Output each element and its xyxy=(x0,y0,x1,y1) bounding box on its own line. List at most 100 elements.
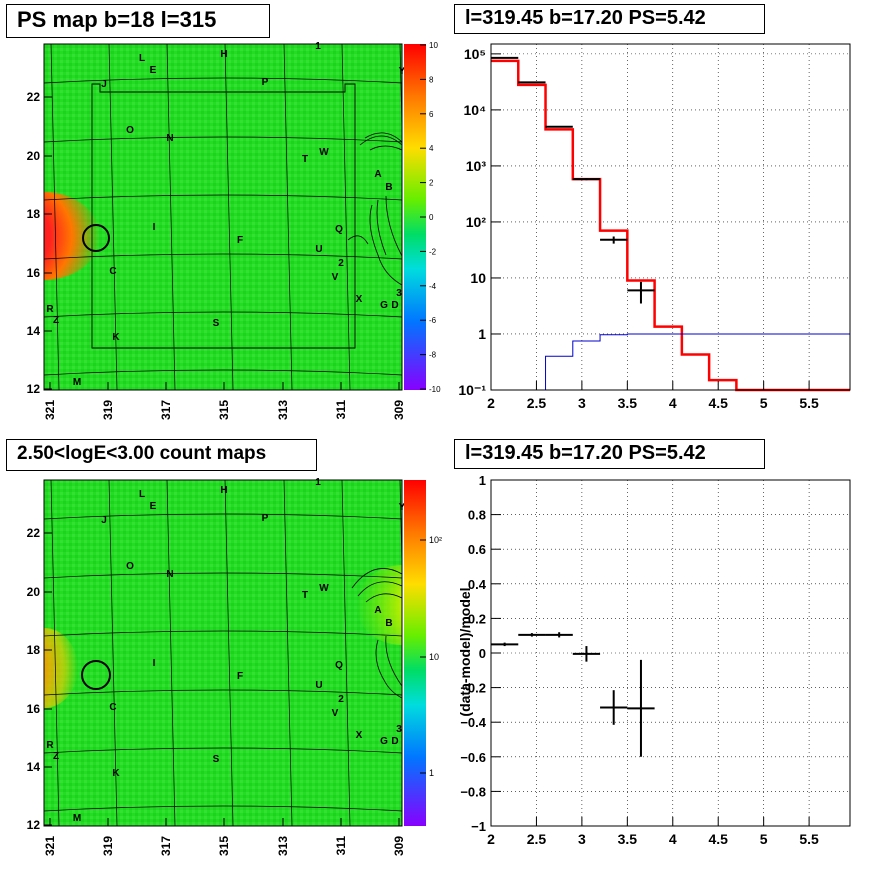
residual-grid xyxy=(491,480,850,826)
y-tick-label: 22 xyxy=(27,90,41,104)
source-label: F xyxy=(237,671,243,682)
longitude-line xyxy=(341,480,351,826)
x-tick-label: 2.5 xyxy=(527,831,547,847)
x-tick-label: 4 xyxy=(669,395,677,411)
residual-panel: 2 2.5 3 3.5 4 4.5 5 5.5 −1 −0.8 −0.6 −0.4 −0.2 0 0.2 0.… xyxy=(457,473,851,847)
source-label: A xyxy=(374,605,381,616)
longitude-line xyxy=(108,44,118,390)
source-label: W xyxy=(319,583,329,594)
source-label: A xyxy=(374,169,381,180)
longitude-line xyxy=(283,480,293,826)
source-label: L xyxy=(139,53,145,64)
ps-map-axes: 12 14 16 18 20 22 321 319 317 315 313 311 309 xyxy=(27,90,406,420)
source-label: R xyxy=(46,304,54,315)
source-label: C xyxy=(109,266,116,277)
source-label: X xyxy=(356,730,363,741)
count-map-panel: LE H 1 J P Y O N TW AB I F Q U 2 C V X 3G D RZ S K M 12 14 16 18 20… xyxy=(27,477,442,856)
source-label: 2 xyxy=(338,694,344,705)
y-tick-label: −0.2 xyxy=(460,681,486,696)
y-tick-label: 16 xyxy=(27,266,41,280)
colorbar-tick-label: 10² xyxy=(429,535,442,545)
latitude-line xyxy=(44,572,402,579)
residual-frame xyxy=(490,479,851,827)
source-label: Y xyxy=(399,66,406,77)
residual-plot xyxy=(491,632,655,757)
ps-map-frame xyxy=(43,43,403,391)
source-label: V xyxy=(332,708,339,719)
y-tick-label: 18 xyxy=(27,207,41,221)
model-red-line xyxy=(491,59,850,392)
source-label: D xyxy=(391,736,398,747)
y-tick-label: 10³ xyxy=(466,158,487,174)
source-label: N xyxy=(166,133,173,144)
y-tick-label: 10⁻¹ xyxy=(458,382,486,398)
longitude-line xyxy=(399,44,402,146)
x-tick-label: 317 xyxy=(159,400,173,420)
y-tick-label: −0.8 xyxy=(460,784,486,799)
y-tick-label: 12 xyxy=(27,818,41,832)
count-colorbar-ticks: 10² 10 1 xyxy=(420,535,442,778)
colorbar-tick-label: 8 xyxy=(429,75,434,84)
source-label: E xyxy=(150,65,157,76)
y-tick-label: 14 xyxy=(27,324,41,338)
y-tick-label: −0.4 xyxy=(460,715,486,730)
colorbar-tick-label: -10 xyxy=(429,385,441,394)
model-blue-line xyxy=(491,333,850,391)
source-label: B xyxy=(385,182,392,193)
x-tick-label: 309 xyxy=(392,836,406,856)
ps-colorbar xyxy=(404,44,426,390)
colorbar-tick-label: -4 xyxy=(429,282,437,291)
count-map-heatmap xyxy=(44,480,402,826)
longitude-line xyxy=(224,480,234,826)
x-tick-label: 2.5 xyxy=(527,395,547,411)
y-tick-label: 12 xyxy=(27,382,41,396)
x-tick-label: 315 xyxy=(217,400,231,420)
source-label: K xyxy=(112,332,120,343)
y-tick-label: 0.4 xyxy=(468,577,487,592)
count-map-source-labels: LE H 1 J P Y O N TW AB I F Q U 2 C V X 3G D RZ S K M xyxy=(46,477,405,824)
x-tick-label: 319 xyxy=(101,400,115,420)
latitude-line xyxy=(44,513,402,520)
source-label: J xyxy=(101,515,107,526)
ps-map-heatmap xyxy=(44,44,402,390)
longitude-line xyxy=(50,44,60,390)
source-label: S xyxy=(213,754,220,765)
count-map-axes: 12 14 16 18 20 22 321 319 317 315 313 311 309 xyxy=(27,526,406,856)
colorbar-tick-label: 10 xyxy=(429,652,439,662)
y-tick-label: 16 xyxy=(27,702,41,716)
x-tick-label: 5.5 xyxy=(799,831,819,847)
y-tick-label: 10⁵ xyxy=(464,46,486,62)
y-tick-label: 0.6 xyxy=(468,542,486,557)
spectrum-axes: 2 2.5 3 3.5 4 4.5 5 5.5 10⁻¹ 1 10 10² 10³ 10⁴ 10⁵ xyxy=(458,46,819,411)
x-tick-label: 309 xyxy=(392,400,406,420)
source-label: I xyxy=(153,658,156,669)
source-label: 2 xyxy=(338,258,344,269)
x-tick-label: 5 xyxy=(760,395,768,411)
y-tick-label: 20 xyxy=(27,149,41,163)
y-tick-label: 1 xyxy=(478,326,486,342)
source-label: Q xyxy=(335,224,343,235)
colorbar-tick-label: -6 xyxy=(429,316,437,325)
spectrum-grid xyxy=(491,44,850,390)
y-tick-label: 0 xyxy=(479,646,486,661)
source-label: 1 xyxy=(315,477,321,488)
x-tick-label: 321 xyxy=(43,400,57,420)
source-label: 3 xyxy=(396,724,402,735)
source-label: V xyxy=(332,272,339,283)
y-tick-label: 10⁴ xyxy=(464,102,487,118)
source-label: X xyxy=(356,294,363,305)
source-label: G xyxy=(380,736,388,747)
longitude-line xyxy=(166,44,176,390)
residual-y-axis-label: (data-model)/model xyxy=(457,587,473,716)
ps-colorbar-ticks: 10 8 6 4 2 0 -2 -4 -6 -8 -10 xyxy=(420,41,441,394)
longitude-line xyxy=(399,480,402,582)
ps-map-source-labels: LE H 1 J P Y O N TW AB I F Q U 2 C V X 3G D RZ S K M xyxy=(46,41,405,388)
latitude-line xyxy=(44,77,402,84)
residual-title: l=319.45 b=17.20 PS=5.42 xyxy=(454,439,765,469)
x-tick-label: 4.5 xyxy=(708,831,728,847)
colorbar-tick-label: -2 xyxy=(429,247,437,256)
source-label: J xyxy=(101,79,107,90)
source-label: H xyxy=(220,49,227,60)
